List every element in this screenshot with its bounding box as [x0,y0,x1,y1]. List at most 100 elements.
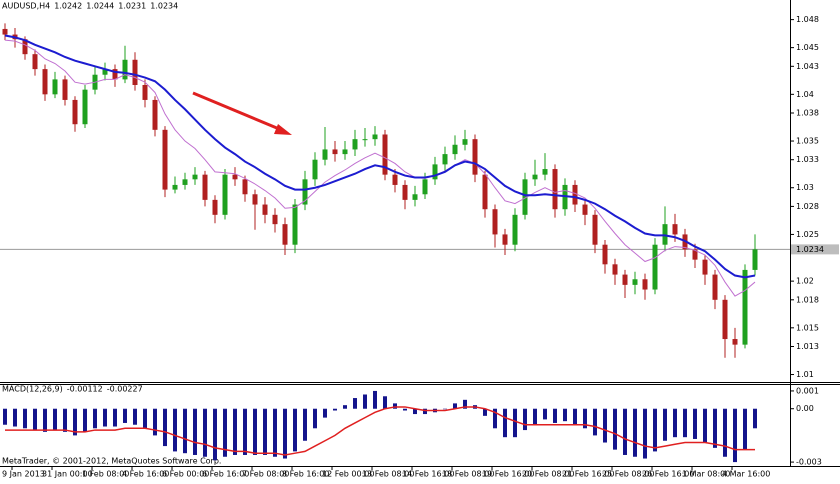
candle-body [272,214,278,225]
macd-bar [203,408,207,457]
candle-body [52,79,58,95]
macd-bar [173,408,177,452]
candle-body [552,169,558,210]
candle-body [732,339,738,345]
candle-body [222,174,228,215]
moving-average [4,39,756,297]
macd-bar [633,408,637,457]
candle-body [612,264,618,275]
x-tick-label: 6 Feb 16:00 [202,470,249,479]
macd-bar [253,408,257,455]
candle-body [622,274,628,285]
candle-body [32,54,38,70]
candle-body [72,99,78,125]
x-tick-label: 1 Feb 08:00 [82,470,129,479]
candle-body [382,134,388,175]
x-tick-label: 7 Feb 08:00 [242,470,289,479]
macd-bar [703,408,707,443]
ohlc-value: 1.0234 [150,2,178,11]
macd-bar [533,408,537,425]
macd-bar [623,408,627,455]
candle-body [192,174,198,180]
y-tick-label: 1.028 [796,202,819,211]
macd-bar [123,408,127,423]
arrow-shaft [192,91,285,133]
macd-bar [293,408,297,452]
candle-body [702,259,708,275]
y-tick-label: 1.03 [796,183,814,192]
candle-body [632,279,638,285]
candle-body [102,69,108,75]
x-tick-label: 20 Feb 08:00 [522,470,574,479]
candle-body [152,99,158,130]
candle-body [322,149,328,160]
macd-value: -0.00227 [107,385,143,394]
y-tick-label: 1.045 [796,43,819,52]
macd-bar [463,399,467,409]
copyright: MetaTrader, © 2001-2012, MetaQuotes Soft… [2,457,221,466]
macd-bar [583,408,587,429]
candle-body [2,28,8,35]
candle-body [42,69,48,95]
candle-body [132,59,138,85]
macd-bar [563,408,567,422]
candle-body [502,234,508,245]
macd-bar [333,408,337,411]
candle-body [302,179,308,205]
candle-body [672,224,678,235]
macd-bar [273,408,277,457]
candle-body [372,134,378,140]
candle-body [262,204,268,215]
macd-bar [353,398,357,409]
candle-body [332,149,338,155]
macd-bar [603,408,607,443]
candle-body [202,174,208,200]
macd-bar [613,408,617,450]
candle-body [742,269,748,345]
macd-bar [153,408,157,436]
candle-body [282,224,288,245]
x-tick-label: 4 Mar 16:00 [722,470,770,479]
candle-body [392,174,398,185]
trend-arrow [192,91,292,135]
x-tick-label: 31 Jan 00:00 [42,470,93,479]
candle-body [412,194,418,200]
y-tick-label: 1.048 [796,15,819,24]
macd-y-tick-label: 0.00 [796,404,814,413]
macd-bar [163,408,167,447]
symbol-label: AUDUSD,H4 [2,2,50,11]
candle-body [22,39,28,55]
x-tick-label: 4 Feb 16:00 [122,470,169,479]
macd-signal [5,406,755,456]
macd-bar [63,408,67,432]
candle-body [292,204,298,245]
macd-bar [503,408,507,438]
ohlc-value: 1.0244 [86,2,114,11]
macd-y-tick-label: -0.003 [796,458,822,467]
macd-bar [553,408,557,423]
macd-bar [713,408,717,448]
candle-body [482,174,488,210]
candle-body [142,84,148,100]
y-tick-label: 1.043 [796,62,819,71]
macd-bar [393,403,397,409]
macd-bar [113,408,117,427]
ohlc-value: 1.0242 [54,2,82,11]
candle-body [402,184,408,200]
candle-body [512,214,518,245]
y-tick-label: 1.015 [796,323,819,332]
macd-bar [83,408,87,432]
macd-bar [103,408,107,427]
macd-bar [653,408,657,452]
candle-body [712,274,718,300]
macd-value: -0.00112 [67,385,103,394]
candle-body [722,299,728,340]
y-tick-label: 1.035 [796,137,819,146]
candle-body [362,139,368,141]
macd-bar [303,408,307,441]
x-tick-label: 13 Feb 08:00 [362,470,414,479]
macd-bar [43,408,47,432]
macd-bar [343,405,347,409]
macd-bar [723,408,727,457]
